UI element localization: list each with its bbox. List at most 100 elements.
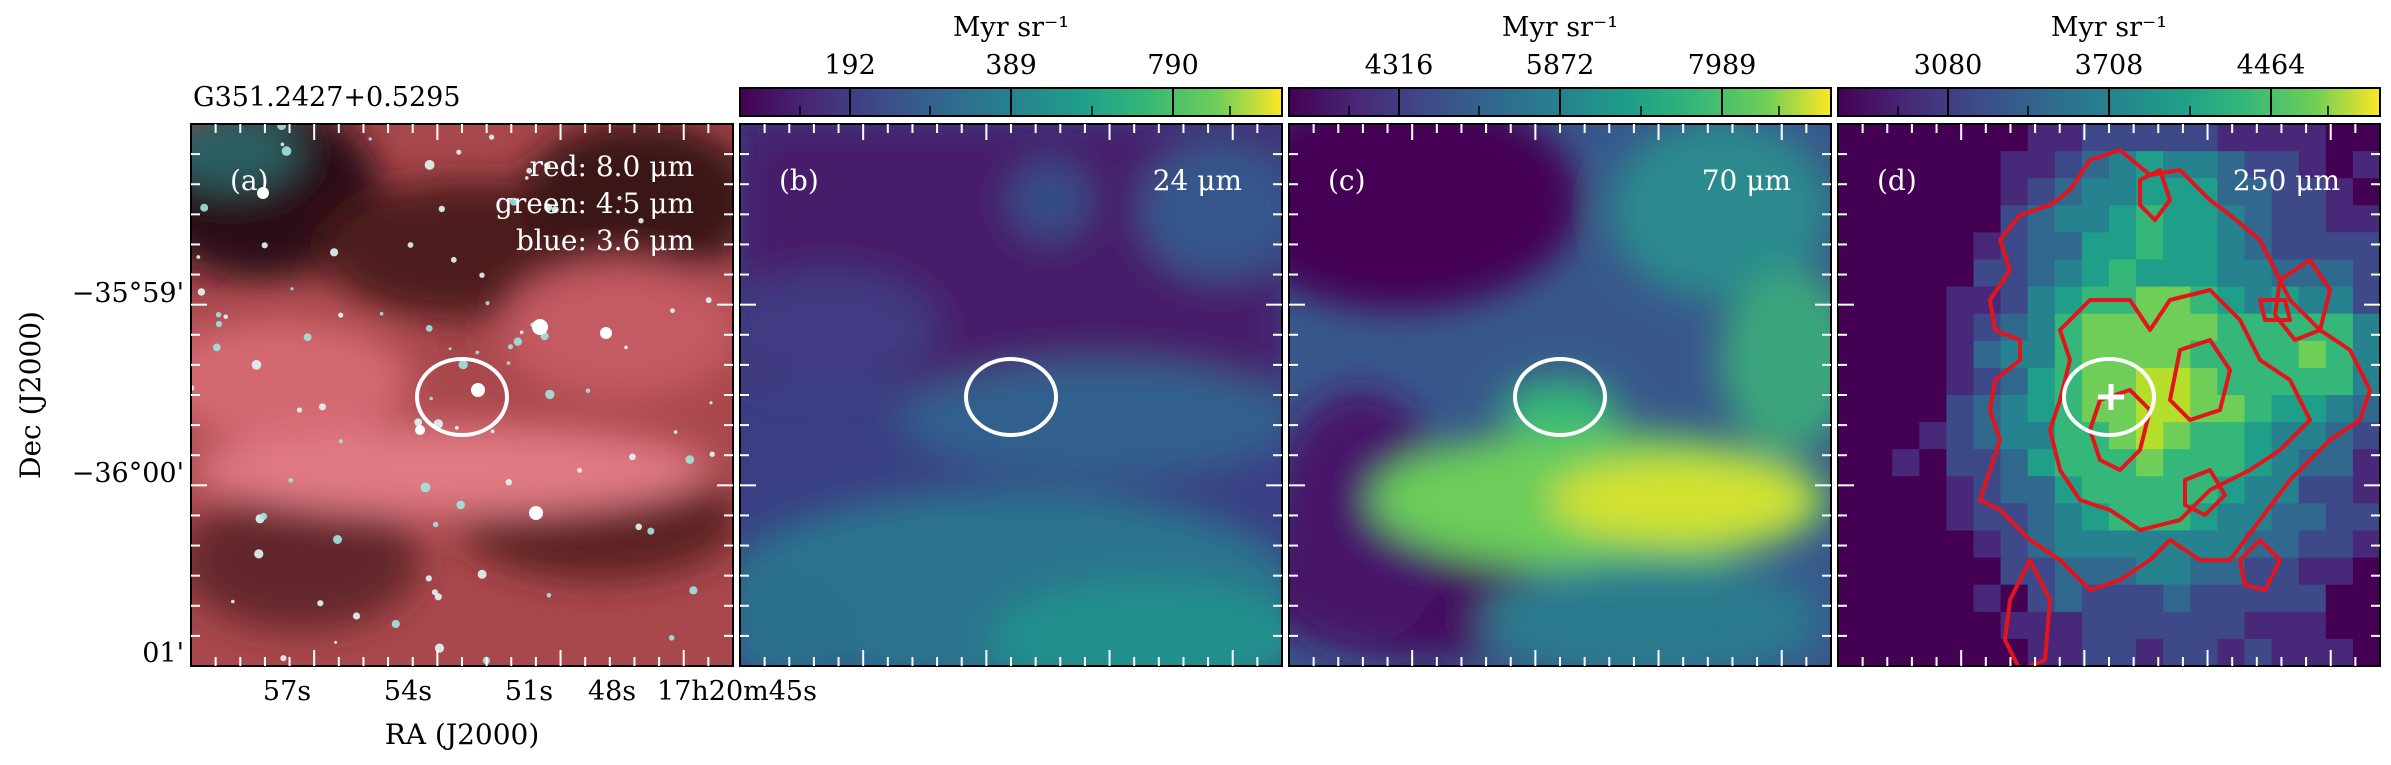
bright-star: [600, 327, 612, 339]
map-pixel: [2352, 232, 2380, 261]
map-pixel: [2352, 557, 2380, 586]
star: [338, 312, 344, 318]
map-pixel: [1919, 367, 1947, 396]
star: [215, 320, 223, 328]
star: [635, 523, 642, 531]
star: [456, 500, 466, 510]
map-pixel: [1946, 259, 1975, 288]
map-pixel: [1838, 395, 1866, 423]
map-pixel: [2352, 151, 2380, 179]
map-pixel: [2027, 259, 2056, 288]
map-pixel: [2325, 151, 2354, 179]
map-pixel: [1838, 638, 1866, 666]
peak-marker: [2098, 384, 2124, 410]
star: [705, 297, 712, 304]
star: [490, 429, 495, 434]
map-pixel: [2298, 151, 2327, 179]
bright-star: [529, 506, 543, 520]
map-pixel: [2027, 340, 2056, 369]
map-pixel: [2163, 503, 2191, 532]
panel-d-band: 250 μm: [2233, 164, 2340, 197]
map-pixel: [2298, 286, 2327, 315]
colorbar-d-tick-2: 3708: [2075, 50, 2144, 81]
map-pixel: [2298, 476, 2327, 504]
map-pixel: [2109, 476, 2137, 504]
star: [290, 287, 294, 291]
map-pixel: [2325, 584, 2354, 613]
map-pixel: [2325, 611, 2354, 640]
map-pixel: [1838, 476, 1866, 504]
map-pixel: [2190, 638, 2218, 666]
map-pixel: [1838, 422, 1866, 450]
map-pixel: [2000, 449, 2029, 477]
map-pixel: [1919, 422, 1947, 450]
map-pixel: [1892, 286, 1920, 315]
star: [197, 288, 206, 296]
map-pixel: [2136, 584, 2164, 613]
map-pixel: [2190, 611, 2218, 640]
star: [277, 124, 286, 130]
map-pixel: [2136, 449, 2164, 477]
map-pixel: [1892, 530, 1920, 559]
map-pixel: [2000, 259, 2029, 288]
map-pixel: [1946, 476, 1975, 504]
map-pixel: [2000, 476, 2029, 504]
star: [585, 388, 591, 394]
map-pixel: [2298, 178, 2327, 206]
colorbar-c-unit: Myr sr⁻¹: [1502, 12, 1618, 43]
star: [509, 197, 518, 206]
map-pixel: [2190, 151, 2218, 179]
star: [545, 389, 555, 400]
map-pixel: [1892, 340, 1920, 369]
star: [280, 142, 285, 147]
map-pixel: [1892, 638, 1920, 666]
map-pixel: [1838, 584, 1866, 613]
map-pixel: [2000, 124, 2029, 152]
map-pixel: [2027, 367, 2056, 396]
star: [338, 439, 343, 444]
map-pixel: [1919, 340, 1947, 369]
bright-star: [257, 187, 269, 199]
map-pixel: [1919, 476, 1947, 504]
star: [505, 479, 512, 486]
map-pixel: [2271, 205, 2300, 233]
map-pixel: [2054, 611, 2083, 640]
map-pixel: [1919, 503, 1947, 532]
panel-d-image: [1838, 124, 2380, 666]
ra-tick-3: 51s: [505, 676, 553, 707]
map-pixel: [1865, 178, 1893, 206]
source-name: G351.2427+0.5295: [193, 82, 461, 113]
panel-a-letter: (a): [230, 164, 269, 197]
map-pixel: [2000, 178, 2029, 206]
map-pixel: [2109, 313, 2137, 342]
star: [196, 255, 201, 259]
map-pixel: [1838, 124, 1866, 152]
star: [251, 360, 262, 370]
map-pixel: [2325, 205, 2354, 233]
aperture-ellipse-b: [964, 357, 1058, 437]
star: [456, 149, 462, 155]
contours: [1978, 148, 2372, 666]
star: [475, 350, 480, 355]
map-pixel: [1946, 557, 1975, 586]
map-pixel: [1838, 286, 1866, 315]
map-pixel: [1838, 611, 1866, 640]
map-pixel: [2081, 205, 2110, 233]
map-pixel: [2027, 232, 2056, 261]
ra-tick-1: 57s: [263, 676, 311, 707]
map-pixel: [1946, 395, 1975, 423]
map-pixel: [2217, 503, 2246, 532]
star: [450, 256, 457, 263]
star: [223, 314, 228, 320]
map-pixel: [1838, 313, 1866, 342]
map-pixel: [2054, 151, 2083, 179]
map-pixel: [1838, 151, 1866, 179]
map-pixel: [2163, 422, 2191, 450]
star: [296, 407, 303, 413]
map-pixel: [1865, 151, 1893, 179]
map-pixel: [2352, 503, 2380, 532]
map-pixel: [1838, 449, 1866, 477]
panel-c-letter: (c): [1328, 164, 1366, 197]
map-pixel: [2298, 449, 2327, 477]
panel-b-letter: (b): [779, 164, 819, 197]
